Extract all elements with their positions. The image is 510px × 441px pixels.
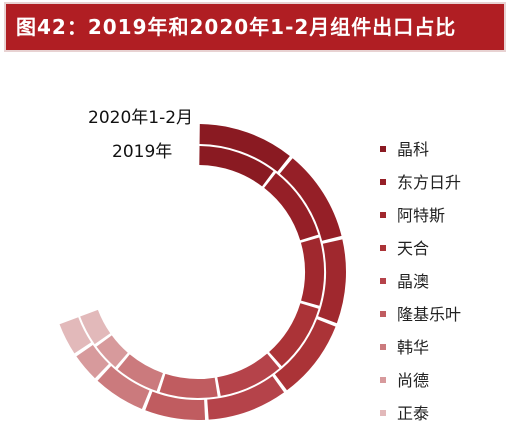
- legend-label: 尚德: [397, 371, 430, 390]
- inner-segment-5: [217, 353, 280, 396]
- legend-label: 阿特斯: [397, 206, 446, 225]
- inner-segment-2: [264, 172, 319, 241]
- title-bar: 图42：2019年和2020年1-2月组件出口占比: [6, 4, 504, 50]
- outer-segment-6: [145, 391, 206, 420]
- legend-label: 东方日升: [397, 173, 462, 192]
- legend-swatch: [380, 211, 386, 218]
- legend-item: 尚德: [380, 369, 461, 402]
- outer-segment-7: [97, 366, 150, 409]
- outer-segment-5: [207, 376, 285, 420]
- inner-segment-6: [159, 373, 218, 398]
- legend-swatch: [380, 343, 386, 350]
- legend-item: 晶澳: [380, 270, 461, 303]
- inner-segment-7: [117, 354, 163, 392]
- legend-label: 正泰: [397, 404, 430, 423]
- inner-segment-9: [80, 309, 111, 345]
- legend-swatch: [380, 409, 386, 416]
- legend-label: 晶澳: [397, 272, 430, 291]
- legend-swatch: [380, 277, 386, 284]
- outer-segment-9: [59, 317, 92, 354]
- outer-ring-label: 2020年1-2月: [88, 108, 194, 128]
- inner-segment-1: [199, 146, 274, 187]
- outer-segment-3: [318, 239, 347, 324]
- legend-swatch: [380, 310, 386, 317]
- legend-label: 晶科: [397, 140, 430, 159]
- inner-segment-3: [300, 237, 325, 306]
- inner-segment-8: [96, 335, 128, 368]
- inner-ring-label: 2019年: [112, 142, 173, 162]
- chart-title: 图42：2019年和2020年1-2月组件出口占比: [16, 15, 457, 39]
- legend-item: 韩华: [380, 336, 461, 369]
- legend-item: 天合: [380, 237, 461, 270]
- inner-segment-4: [269, 303, 319, 367]
- legend-swatch: [380, 178, 386, 185]
- legend-swatch: [380, 145, 386, 152]
- legend-swatch: [380, 376, 386, 383]
- outer-segment-2: [279, 158, 342, 241]
- legend-item: 晶科: [380, 138, 461, 171]
- legend-item: 阿特斯: [380, 204, 461, 237]
- legend-label: 隆基乐叶: [397, 305, 462, 324]
- outer-segment-1: [199, 124, 290, 172]
- legend-item: 隆基乐叶: [380, 303, 461, 336]
- legend-swatch: [380, 244, 386, 251]
- legend-label: 天合: [397, 239, 430, 258]
- legend-item: 东方日升: [380, 171, 461, 204]
- outer-segment-8: [76, 344, 109, 379]
- outer-segment-4: [274, 319, 336, 391]
- legend-label: 韩华: [397, 338, 430, 357]
- legend-item: 正泰: [380, 402, 461, 435]
- legend: 晶科 东方日升 阿特斯 天合 晶澳 隆基乐叶 韩华 尚德 正泰: [380, 138, 461, 435]
